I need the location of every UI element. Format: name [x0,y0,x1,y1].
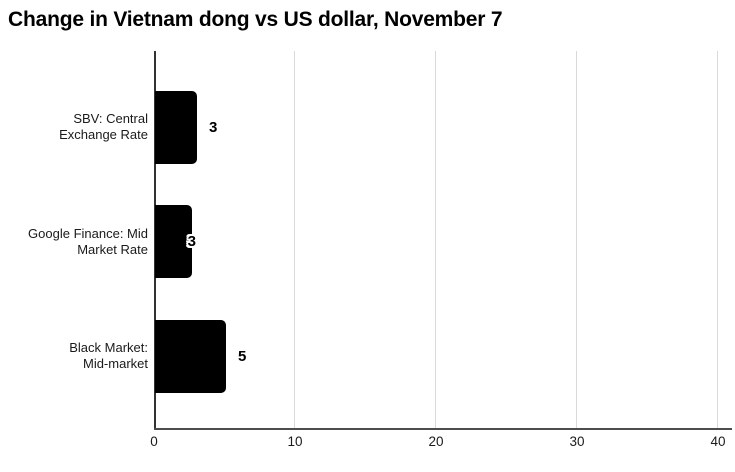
x-tick-label: 30 [569,434,585,449]
gridline-10 [294,51,295,428]
x-tick-label: 20 [428,434,444,449]
x-tick-label: 0 [150,434,158,449]
x-axis-line [154,428,732,430]
category-label-line: Mid-market [82,356,148,371]
category-label-line: Exchange Rate [59,127,148,142]
category-label-line: Google Finance: Mid [28,226,148,241]
plot-area: 3 SBV: Central Exchange Rate 3 Google Financ… [28,51,718,428]
bar [155,320,226,393]
gridline-20 [435,51,436,428]
category-label-line: SBV: Central [73,111,148,126]
x-tick-label: 10 [287,434,303,449]
category-label-line: Market Rate [77,242,148,257]
bar [155,91,197,164]
value-label: 3 [209,119,218,136]
category-label-line: Black Market: [69,340,148,355]
x-axis-ticks: 0 10 20 30 40 [150,434,725,454]
x-tick-label: 40 [710,434,726,449]
value-label: 5 [238,348,247,365]
bar [155,205,192,278]
category-label: Black Market: Mid-market [0,340,148,372]
category-label: Google Finance: Mid Market Rate [0,226,148,258]
value-label: 3 [187,233,197,250]
gridline-40 [717,51,718,428]
category-label: SBV: Central Exchange Rate [0,111,148,143]
chart-title: Change in Vietnam dong vs US dollar, Nov… [8,8,503,31]
gridline-30 [576,51,577,428]
